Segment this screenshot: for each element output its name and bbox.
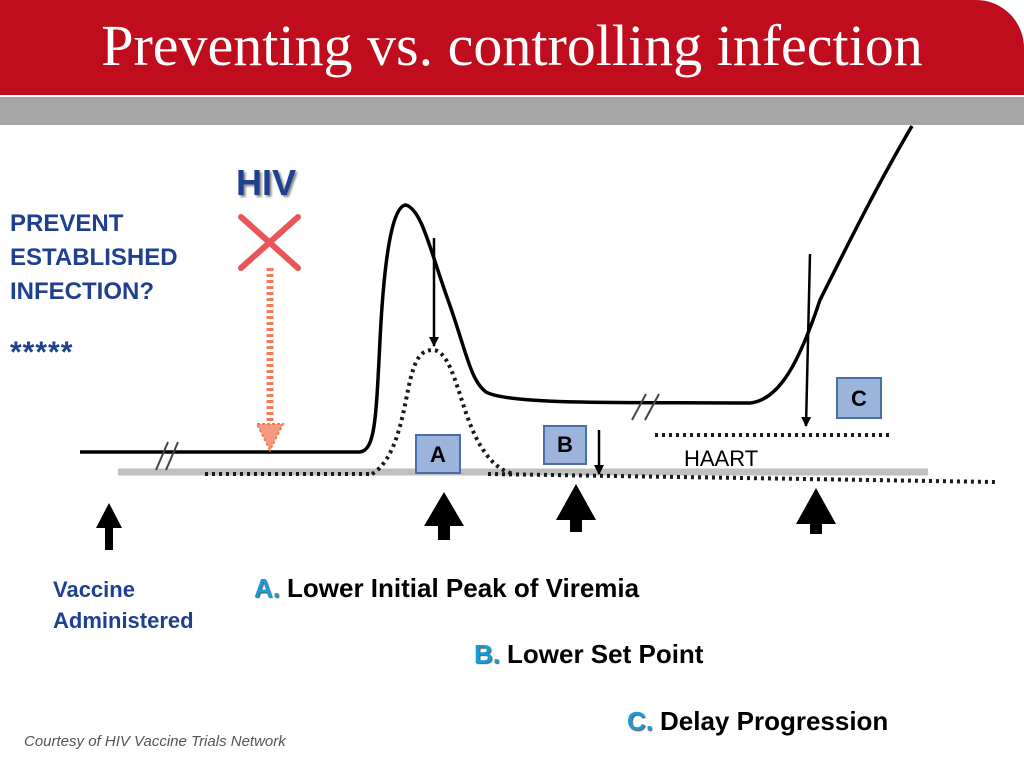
up-arrow-icon bbox=[424, 492, 464, 540]
up-arrow-icon bbox=[96, 503, 122, 550]
hiv-label: HIV bbox=[236, 162, 297, 203]
viral-load-curve bbox=[80, 125, 914, 454]
legend-item-b: B. Lower Set Point bbox=[474, 639, 703, 670]
dotted-baseline-right bbox=[487, 472, 996, 484]
stars-label: ***** bbox=[10, 336, 74, 369]
legend-letter: B. bbox=[474, 639, 500, 669]
legend-text: Lower Set Point bbox=[507, 639, 704, 669]
break-mark-icon bbox=[155, 441, 179, 471]
courtesy-note: Courtesy of HIV Vaccine Trials Network bbox=[24, 733, 286, 750]
vaccine-administered-label: Vaccine Administered bbox=[53, 577, 194, 633]
box-c: C bbox=[836, 377, 882, 419]
prevent-established-infection-label: PREVENT ESTABLISHED INFECTION? bbox=[10, 210, 178, 305]
legend-letter: A. bbox=[254, 573, 280, 603]
slide-title: Preventing vs. controlling infection bbox=[101, 13, 923, 78]
down-arrow-icon bbox=[801, 253, 812, 427]
box-b: B bbox=[543, 425, 587, 465]
header-divider-bar bbox=[0, 95, 1024, 125]
up-arrow-icon bbox=[556, 484, 596, 532]
legend-text: Delay Progression bbox=[660, 706, 889, 736]
legend-text: Lower Initial Peak of Viremia bbox=[287, 573, 640, 603]
x-mark-icon bbox=[238, 214, 301, 271]
blocked-infection-arrow bbox=[255, 268, 285, 453]
haart-label: HAART bbox=[684, 446, 759, 471]
break-mark-icon bbox=[631, 393, 660, 421]
box-a: A bbox=[415, 434, 461, 474]
title-bar bbox=[0, 0, 1024, 95]
legend-letter: C. bbox=[627, 706, 653, 736]
legend-item-a: A. Lower Initial Peak of Viremia bbox=[254, 573, 639, 604]
legend-item-c: C. Delay Progression bbox=[627, 706, 888, 737]
up-arrow-icon bbox=[796, 488, 836, 534]
